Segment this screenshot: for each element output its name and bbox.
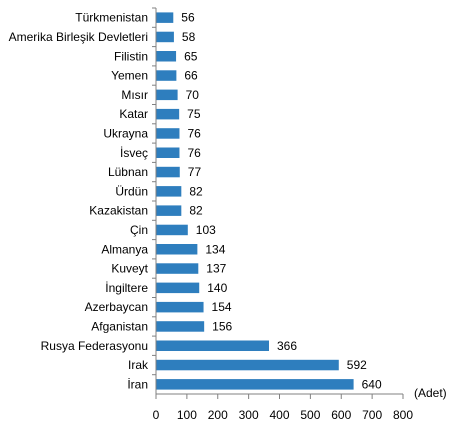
value-label: 77 <box>188 165 202 179</box>
bar <box>156 301 204 313</box>
value-label: 366 <box>277 339 297 353</box>
bar <box>156 12 174 23</box>
x-tick-label: 500 <box>300 408 320 422</box>
bar <box>156 224 188 236</box>
value-label: 592 <box>347 358 367 372</box>
category-label: Türkmenistan <box>75 11 148 25</box>
value-label: 56 <box>181 11 195 25</box>
value-label: 137 <box>206 262 226 276</box>
category-label: Azerbaycan <box>85 300 148 314</box>
category-label: Kazakistan <box>89 204 148 218</box>
bar <box>156 51 177 62</box>
value-label: 134 <box>205 242 225 256</box>
value-label: 82 <box>189 204 203 218</box>
axes <box>155 8 403 395</box>
category-label: İngiltere <box>105 281 148 295</box>
x-tick-label: 400 <box>269 408 289 422</box>
category-label: Afganistan <box>91 319 148 333</box>
bar <box>156 340 269 351</box>
category-label: İsveç <box>120 146 148 160</box>
category-label: Ukrayna <box>103 126 148 140</box>
category-label: Katar <box>119 107 148 121</box>
category-label: Kuveyt <box>111 262 148 276</box>
category-label: Lübnan <box>108 165 148 179</box>
value-label: 65 <box>184 49 198 63</box>
category-label: İran <box>127 377 148 391</box>
x-tick-label: 700 <box>362 408 382 422</box>
value-label: 156 <box>212 319 232 333</box>
category-label: Çin <box>130 223 148 237</box>
category-label: Yemen <box>111 69 148 83</box>
bar <box>156 379 354 390</box>
value-label: 70 <box>186 88 200 102</box>
bar <box>156 359 339 371</box>
x-tick-label: 200 <box>208 408 228 422</box>
value-label: 82 <box>189 184 203 198</box>
category-label: Almanya <box>101 242 148 256</box>
category-label: Ürdün <box>115 184 148 198</box>
value-label: 66 <box>184 69 198 83</box>
value-label: 140 <box>207 281 227 295</box>
bar <box>156 147 180 158</box>
bar <box>156 89 178 101</box>
value-label: 154 <box>212 300 232 314</box>
x-tick-label: 600 <box>331 408 351 422</box>
bar <box>156 70 177 81</box>
category-label: Rusya Federasyonu <box>41 339 148 353</box>
x-tick-label: 800 <box>393 408 413 422</box>
value-label: 640 <box>362 377 382 391</box>
bars <box>156 12 354 390</box>
value-label: 75 <box>187 107 201 121</box>
value-label: 58 <box>182 30 196 44</box>
unit-label: (Adet) <box>414 386 447 400</box>
bar <box>156 244 198 255</box>
value-labels: 56 58 65 66 70 75 76 76 77 82 82 103 134 137 140 154 156… <box>181 11 382 392</box>
bar <box>156 186 182 197</box>
category-label: Irak <box>128 358 149 372</box>
category-label: Mısır <box>121 88 148 102</box>
value-label: 76 <box>187 126 201 140</box>
value-label: 76 <box>187 146 201 160</box>
x-axis-ticks: 0 100 200 300 400 500 600 700 800 <box>152 7 413 422</box>
bar <box>156 263 199 274</box>
bar <box>156 205 182 216</box>
category-labels: Türkmenistan Amerika Birleşik Devletleri F… <box>9 11 149 392</box>
bar <box>156 166 180 178</box>
bar <box>156 321 205 332</box>
category-label: Amerika Birleşik Devletleri <box>9 30 148 44</box>
bar <box>156 108 180 120</box>
bar <box>156 282 200 294</box>
bar <box>156 31 174 43</box>
x-tick-label: 100 <box>177 408 197 422</box>
value-label: 103 <box>196 223 216 237</box>
x-tick-label: 300 <box>239 408 259 422</box>
bar <box>156 128 180 139</box>
x-tick-label: 0 <box>153 408 160 422</box>
category-label: Filistin <box>114 49 148 63</box>
